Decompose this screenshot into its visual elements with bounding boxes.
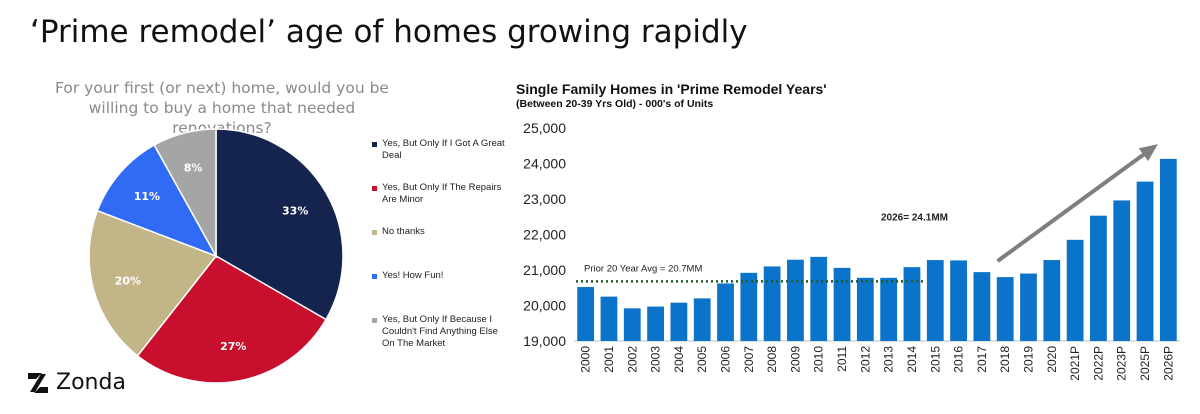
bar (1066, 239, 1084, 341)
x-tick-label: 2003 (649, 346, 663, 373)
x-tick-label: 2026P (1161, 346, 1175, 381)
trend-arrow (996, 144, 1156, 263)
pie-slice-label: 20% (115, 274, 141, 287)
x-tick-label: 2025P (1138, 346, 1152, 381)
bar (856, 277, 874, 341)
bar (670, 302, 688, 341)
x-tick-label: 2005 (695, 346, 709, 373)
x-tick-label: 2004 (672, 346, 686, 373)
renovation-pie-chart: 33% 27% 20% 11% 8% (88, 128, 344, 384)
bar (903, 267, 921, 341)
slide-title: ‘Prime remodel’ age of homes growing rap… (30, 14, 748, 50)
bar (1020, 273, 1037, 341)
bar (763, 266, 781, 341)
legend-label: Yes, But Only If I Got A Great Deal (382, 138, 505, 161)
bar (926, 260, 944, 341)
average-annotation: Prior 20 Year Avg = 20.7MM (584, 263, 702, 274)
legend-swatch (372, 186, 377, 191)
y-tick-label: 24,000 (523, 156, 566, 172)
x-tick-label: 2020 (1045, 346, 1059, 373)
bar (577, 287, 595, 341)
bar (833, 267, 851, 341)
pie-slice-label: 33% (282, 204, 308, 217)
legend-item: Yes, But Only If Because I Couldn't Find… (372, 314, 512, 350)
pie-slice-label: 27% (220, 340, 246, 353)
y-tick-label: 19,000 (523, 333, 566, 349)
legend-item: Yes! How Fun! (372, 270, 512, 282)
x-tick-label: 2015 (928, 346, 942, 373)
x-tick-label: 2012 (858, 346, 872, 373)
legend-swatch (372, 142, 377, 147)
bar (623, 308, 641, 341)
x-tick-label: 2000 (579, 346, 593, 373)
x-tick-label: 2021P (1068, 346, 1082, 381)
x-tick-label: 2019 (1022, 346, 1036, 373)
x-tick-label: 2018 (998, 346, 1012, 373)
pie-slice (215, 128, 344, 321)
bar (1159, 158, 1177, 341)
x-tick-label: 2010 (812, 346, 826, 373)
x-tick-label: 2014 (905, 346, 919, 373)
bar (600, 296, 618, 341)
x-tick-label: 2002 (625, 346, 639, 373)
x-tick-label: 2008 (765, 346, 779, 373)
legend-item: No thanks (372, 226, 512, 238)
bar (880, 277, 898, 341)
x-tick-label: 2011 (835, 346, 849, 372)
total-annotation: 2026= 24.1MM (881, 212, 948, 223)
pie-slice (88, 209, 218, 357)
zonda-logo-text: Zonda (56, 370, 126, 395)
bar (950, 260, 967, 341)
bar-chart-subtitle: (Between 20-39 Yrs Old) - 000's of Units (516, 98, 714, 110)
pie-slice (136, 255, 328, 384)
bar (693, 298, 711, 341)
x-tick-label: 2007 (742, 346, 756, 373)
x-tick-label: 2022P (1091, 346, 1105, 381)
bar (787, 259, 804, 341)
legend-label: No thanks (382, 226, 425, 237)
pie-slice-label: 11% (134, 190, 160, 203)
pie-slice (153, 128, 217, 259)
legend-swatch (372, 318, 377, 323)
y-tick-label: 22,000 (523, 227, 566, 243)
trend-arrow-head (1138, 144, 1158, 162)
pie-slice-label: 8% (184, 161, 203, 174)
x-tick-label: 2001 (602, 346, 616, 373)
y-tick-label: 23,000 (523, 191, 566, 207)
legend-swatch (372, 230, 377, 235)
prime-remodel-bar-chart: 19,000 20,000 21,000 22,000 23,000 24,000 25,0… (523, 120, 1180, 381)
bar (1113, 200, 1131, 341)
y-tick-label: 25,000 (523, 120, 566, 136)
x-tick-label: 2017 (975, 346, 989, 373)
legend-item: Yes, But Only If I Got A Great Deal (372, 138, 512, 162)
legend-swatch (372, 274, 377, 279)
y-tick-label: 20,000 (523, 298, 566, 314)
bar (996, 277, 1014, 341)
pie-slice (96, 144, 218, 258)
legend-label: Yes! How Fun! (382, 270, 444, 281)
bar (740, 272, 758, 341)
x-tick-label: 2009 (788, 346, 802, 373)
bar (973, 272, 991, 341)
bar (1090, 215, 1107, 341)
x-tick-label: 2016 (952, 346, 966, 373)
bar (717, 283, 734, 341)
zonda-logo: Zonda (26, 370, 126, 395)
y-tick-label: 21,000 (523, 262, 566, 278)
bar (1136, 181, 1154, 341)
zonda-logo-mark-icon (28, 372, 48, 393)
legend-item: Yes, But Only If The Repairs Are Minor (372, 182, 512, 206)
bar-chart-title: Single Family Homes in 'Prime Remodel Ye… (516, 81, 827, 97)
x-tick-label: 2006 (719, 346, 733, 373)
bar (647, 306, 664, 341)
bar (810, 256, 828, 341)
legend-label: Yes, But Only If The Repairs Are Minor (382, 182, 502, 205)
x-tick-label: 2013 (882, 346, 896, 373)
legend-label: Yes, But Only If Because I Couldn't Find… (382, 314, 498, 349)
bar (1043, 260, 1061, 341)
x-tick-label: 2023P (1115, 346, 1129, 381)
